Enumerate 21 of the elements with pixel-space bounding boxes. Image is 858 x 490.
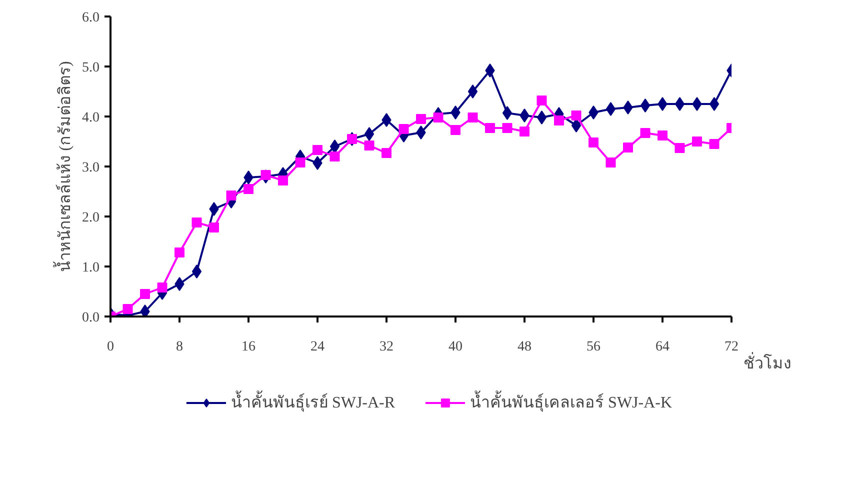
x-tick-label: 40 [448,340,462,354]
x-tick-label: 32 [380,340,394,354]
y-tick-label: 2.0 [82,210,100,226]
x-tick-label: 64 [656,340,670,354]
x-axis-title: ชั่วโมง [744,352,792,372]
x-tick-label: 16 [242,340,256,354]
x-tick-label: 24 [310,340,324,354]
x-tick-label: 72 [724,340,738,354]
x-tick-label: 8 [176,340,183,354]
y-tick-label: 6.0 [82,10,100,26]
y-tick-label: 4.0 [82,110,100,126]
legend-label: น้ำคั้นพันธุ์เคลเลอร์ SWJ-A-K [470,390,672,414]
x-tick-label: 56 [586,340,600,354]
legend-label: น้ำคั้นพันธุ์เรย์ SWJ-A-R [230,390,396,414]
y-axis-title: น้ำหนักเซลล์แห้ง (กรัมต่อลิตร) [53,61,74,272]
x-tick-label: 0 [107,340,114,354]
y-tick-label: 1.0 [82,260,100,276]
x-tick-label: 48 [518,340,532,354]
y-tick-label: 5.0 [82,60,100,76]
y-tick-label: 3.0 [82,160,100,176]
y-tick-label: 0.0 [82,310,100,326]
